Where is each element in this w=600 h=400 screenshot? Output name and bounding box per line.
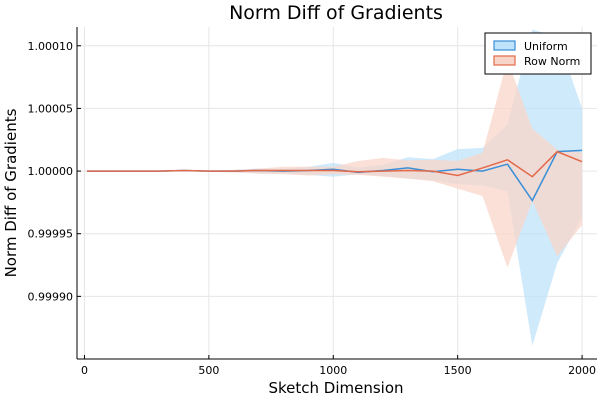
y-tick-label: 0.99995 (28, 228, 74, 241)
legend-swatch (493, 40, 516, 51)
chart-title: Norm Diff of Gradients (229, 2, 443, 24)
legend-box (484, 32, 592, 75)
x-axis-label: Sketch Dimension (268, 379, 403, 397)
legend-swatch (493, 55, 516, 66)
x-tick-label: 1000 (319, 364, 347, 377)
legend: Uniform Row Norm (484, 32, 592, 75)
x-tick-label: 500 (198, 364, 219, 377)
legend-label: Uniform (524, 40, 568, 53)
y-tick-label: 1.00000 (28, 165, 74, 178)
legend-label: Row Norm (524, 55, 580, 68)
confidence-bands (86, 29, 583, 346)
x-tick-label: 1500 (444, 364, 472, 377)
y-tick-label: 1.00005 (28, 102, 74, 115)
y-tick-label: 0.99990 (28, 290, 74, 303)
band-row-norm (86, 59, 583, 268)
y-axis-label: Norm Diff of Gradients (2, 108, 20, 277)
x-tick-label: 0 (81, 364, 88, 377)
axes: 0 500 1000 1500 2000 0.99990 0.99995 1.00000 1.0… (28, 27, 597, 377)
line-row-norm (86, 150, 583, 178)
x-tick-label: 2000 (568, 364, 596, 377)
series-lines (86, 149, 583, 202)
y-tick-label: 1.00010 (28, 40, 74, 53)
